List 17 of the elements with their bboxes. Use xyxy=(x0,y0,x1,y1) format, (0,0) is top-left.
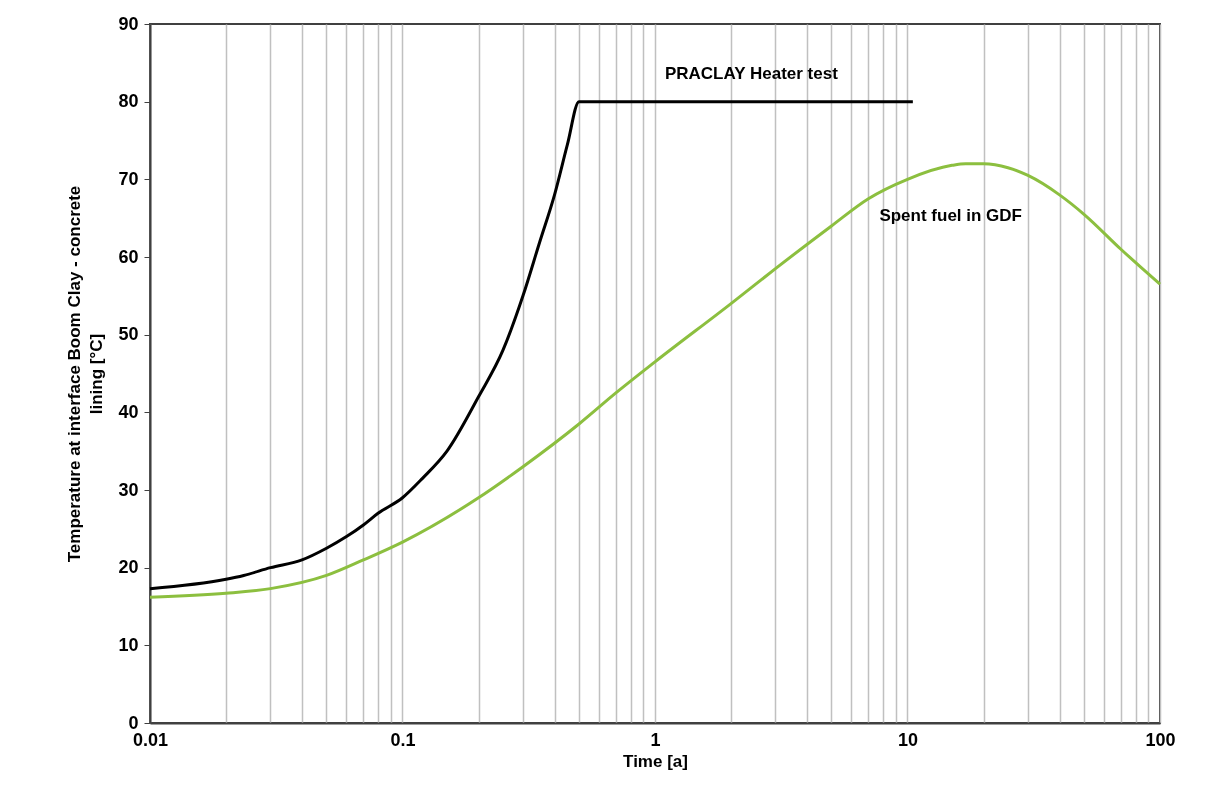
y-tick-label: 20 xyxy=(118,557,139,578)
y-tick-label: 90 xyxy=(118,13,139,34)
series-label: PRACLAY Heater test xyxy=(664,63,839,83)
y-tick-label: 60 xyxy=(118,246,139,267)
x-tick-label: 1 xyxy=(650,729,661,750)
series-label: Spent fuel in GDF xyxy=(879,205,1022,225)
y-tick-label: 10 xyxy=(118,634,139,655)
x-tick-label: 10 xyxy=(897,729,919,750)
y-tick-label: 80 xyxy=(118,91,139,112)
x-tick-label: 100 xyxy=(1145,729,1176,750)
x-tick-label: 0.1 xyxy=(390,729,416,750)
x-axis-title: Time [a] xyxy=(623,751,688,771)
y-tick-label: 40 xyxy=(118,401,139,422)
y-tick-label: 70 xyxy=(118,168,139,189)
y-tick-label: 50 xyxy=(118,324,139,345)
y-axis-title: Temperature at interface Boom Clay - concrete lining [°C] xyxy=(65,185,107,563)
y-tick-label: 30 xyxy=(118,479,139,500)
